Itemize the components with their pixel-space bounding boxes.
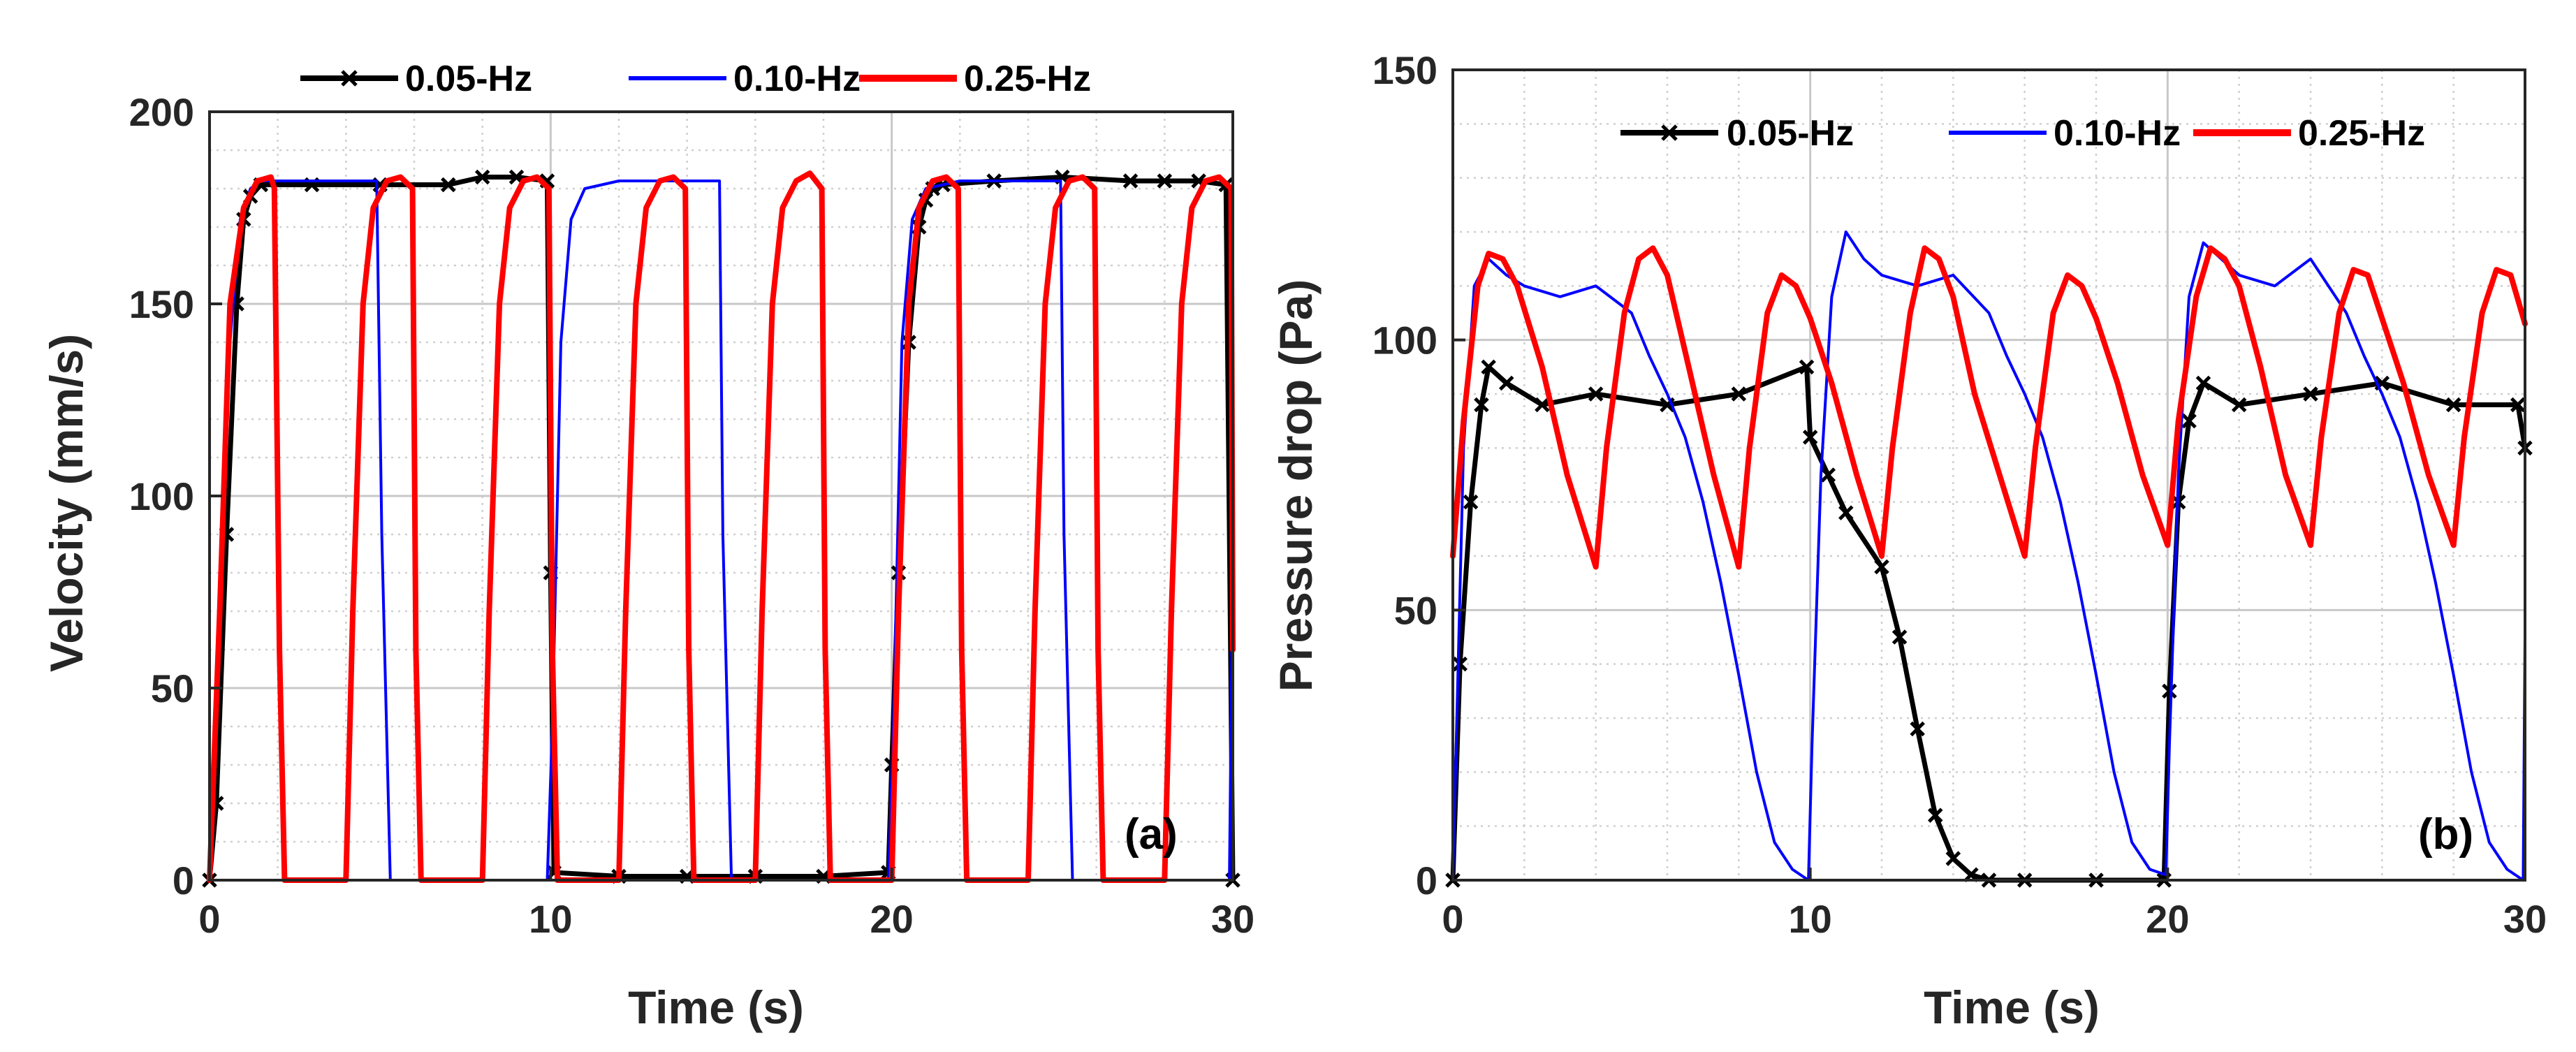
legend-b: 0.05-Hz 0.10-Hz 0.25-Hz	[1620, 113, 2425, 154]
data-point-b-0.05-hz	[1838, 505, 1854, 520]
y-tick-label: 150	[129, 282, 194, 326]
legend-marker-b-0.05hz	[1661, 124, 1678, 141]
x-tick-label: 10	[1789, 897, 1832, 941]
plot-frame-b	[1451, 68, 2526, 882]
data-point-b-0.05-hz	[1799, 359, 1815, 375]
data-point-b-0.05-hz	[1945, 851, 1961, 866]
data-point-a-0.05-hz	[474, 169, 490, 185]
panel-label-a: (a)	[1125, 810, 1178, 859]
chart-panel-b: 0 10 20 30 0 50 100 150 Time (s) Pressure drop …	[1270, 48, 2547, 1033]
data-point-b-0.05-hz	[1820, 467, 1836, 483]
y-tick-label: 100	[1373, 319, 1437, 363]
data-point-b-0.05-hz	[2162, 683, 2177, 699]
x-tick-label: 30	[1211, 897, 1254, 941]
legend-label-a-0.05hz: 0.05-Hz	[405, 59, 532, 99]
series-line-b-0.25-hz	[1450, 245, 2528, 570]
x-tick-label: 0	[198, 897, 220, 941]
legend-label-a-0.25hz: 0.25-Hz	[964, 59, 1091, 99]
data-point-b-0.05-hz	[1498, 375, 1514, 391]
legend-label-b-0.10hz: 0.10-Hz	[2054, 113, 2181, 154]
data-point-b-0.05-hz	[1481, 359, 1496, 375]
data-point-b-0.05-hz	[1588, 386, 1604, 402]
data-point-b-0.05-hz	[2445, 397, 2461, 413]
data-point-b-0.05-hz	[2181, 413, 2197, 429]
data-point-b-0.05-hz	[1927, 808, 1943, 823]
legend-item-b-0.05hz: 0.05-Hz	[1620, 113, 1854, 154]
x-axis-label-a: Time (s)	[628, 981, 804, 1033]
data-point-b-0.05-hz	[2195, 375, 2211, 391]
y-axis-label-a: Velocity (mm/s)	[41, 334, 92, 672]
y-tick-label: 50	[1394, 588, 1437, 632]
plot-frame-a	[208, 110, 1234, 882]
data-point-b-0.05-hz	[1535, 397, 1550, 413]
x-tick-label: 0	[1442, 897, 1463, 941]
data-point-b-0.05-hz	[1910, 721, 1925, 737]
series-line-b-0.10-hz	[1451, 231, 2526, 882]
x-tick-label: 20	[2146, 897, 2189, 941]
legend-label-b-0.25hz: 0.25-Hz	[2298, 113, 2425, 154]
legend-item-a-0.05hz: 0.05-Hz	[300, 59, 532, 99]
y-tick-label: 100	[129, 474, 194, 518]
y-tick-label: 0	[173, 859, 194, 903]
legend-item-b-0.10hz: 0.10-Hz	[1949, 113, 2181, 154]
data-point-b-0.05-hz	[1802, 430, 1818, 445]
series-group-a	[202, 169, 1241, 888]
legend-marker-a-0.05hz	[341, 70, 358, 87]
data-point-b-0.05-hz	[1891, 629, 1908, 645]
data-point-a-0.05-hz	[1157, 173, 1173, 189]
data-point-b-0.05-hz	[1452, 656, 1468, 672]
data-point-b-0.05-hz	[1474, 397, 1489, 413]
x-tick-label: 20	[870, 897, 914, 941]
legend-item-a-0.25hz: 0.25-Hz	[859, 59, 1091, 99]
legend-item-b-0.25hz: 0.25-Hz	[2193, 113, 2425, 154]
data-point-b-0.05-hz	[1463, 494, 1479, 510]
y-tick-label: 200	[129, 90, 194, 134]
y-tick-label: 150	[1373, 48, 1437, 92]
data-point-b-0.05-hz	[1874, 559, 1889, 575]
panel-label-b: (b)	[2418, 810, 2473, 859]
data-point-b-0.05-hz	[2510, 397, 2526, 413]
legend-item-a-0.10hz: 0.10-Hz	[629, 59, 861, 99]
data-point-a-0.05-hz	[1122, 173, 1139, 189]
data-point-b-0.05-hz	[2231, 397, 2247, 413]
legend-label-a-0.10hz: 0.10-Hz	[733, 59, 861, 99]
data-point-a-0.05-hz	[441, 177, 456, 193]
y-axis-label-b: Pressure drop (Pa)	[1270, 279, 1322, 692]
legend-label-b-0.05hz: 0.05-Hz	[1727, 113, 1854, 154]
x-tick-label: 10	[529, 897, 572, 941]
series-group-b	[1445, 231, 2533, 888]
data-point-b-0.05-hz	[1731, 386, 1747, 402]
chart-panel-a: 0 10 20 30 0 50 100 150 200 Time (s) Velocity (m…	[41, 90, 1254, 1033]
y-tick-label: 0	[1416, 859, 1437, 903]
y-tick-label: 50	[151, 666, 194, 710]
data-point-b-0.05-hz	[2303, 386, 2318, 402]
x-tick-label: 30	[2503, 897, 2547, 941]
x-axis-label-b: Time (s)	[1924, 981, 2100, 1033]
ticks-a: 0 10 20 30 0 50 100 150 200	[129, 90, 1255, 941]
legend-a: 0.05-Hz 0.10-Hz 0.25-Hz	[300, 59, 1091, 99]
series-line-b-0.05-hz	[1450, 364, 2528, 883]
